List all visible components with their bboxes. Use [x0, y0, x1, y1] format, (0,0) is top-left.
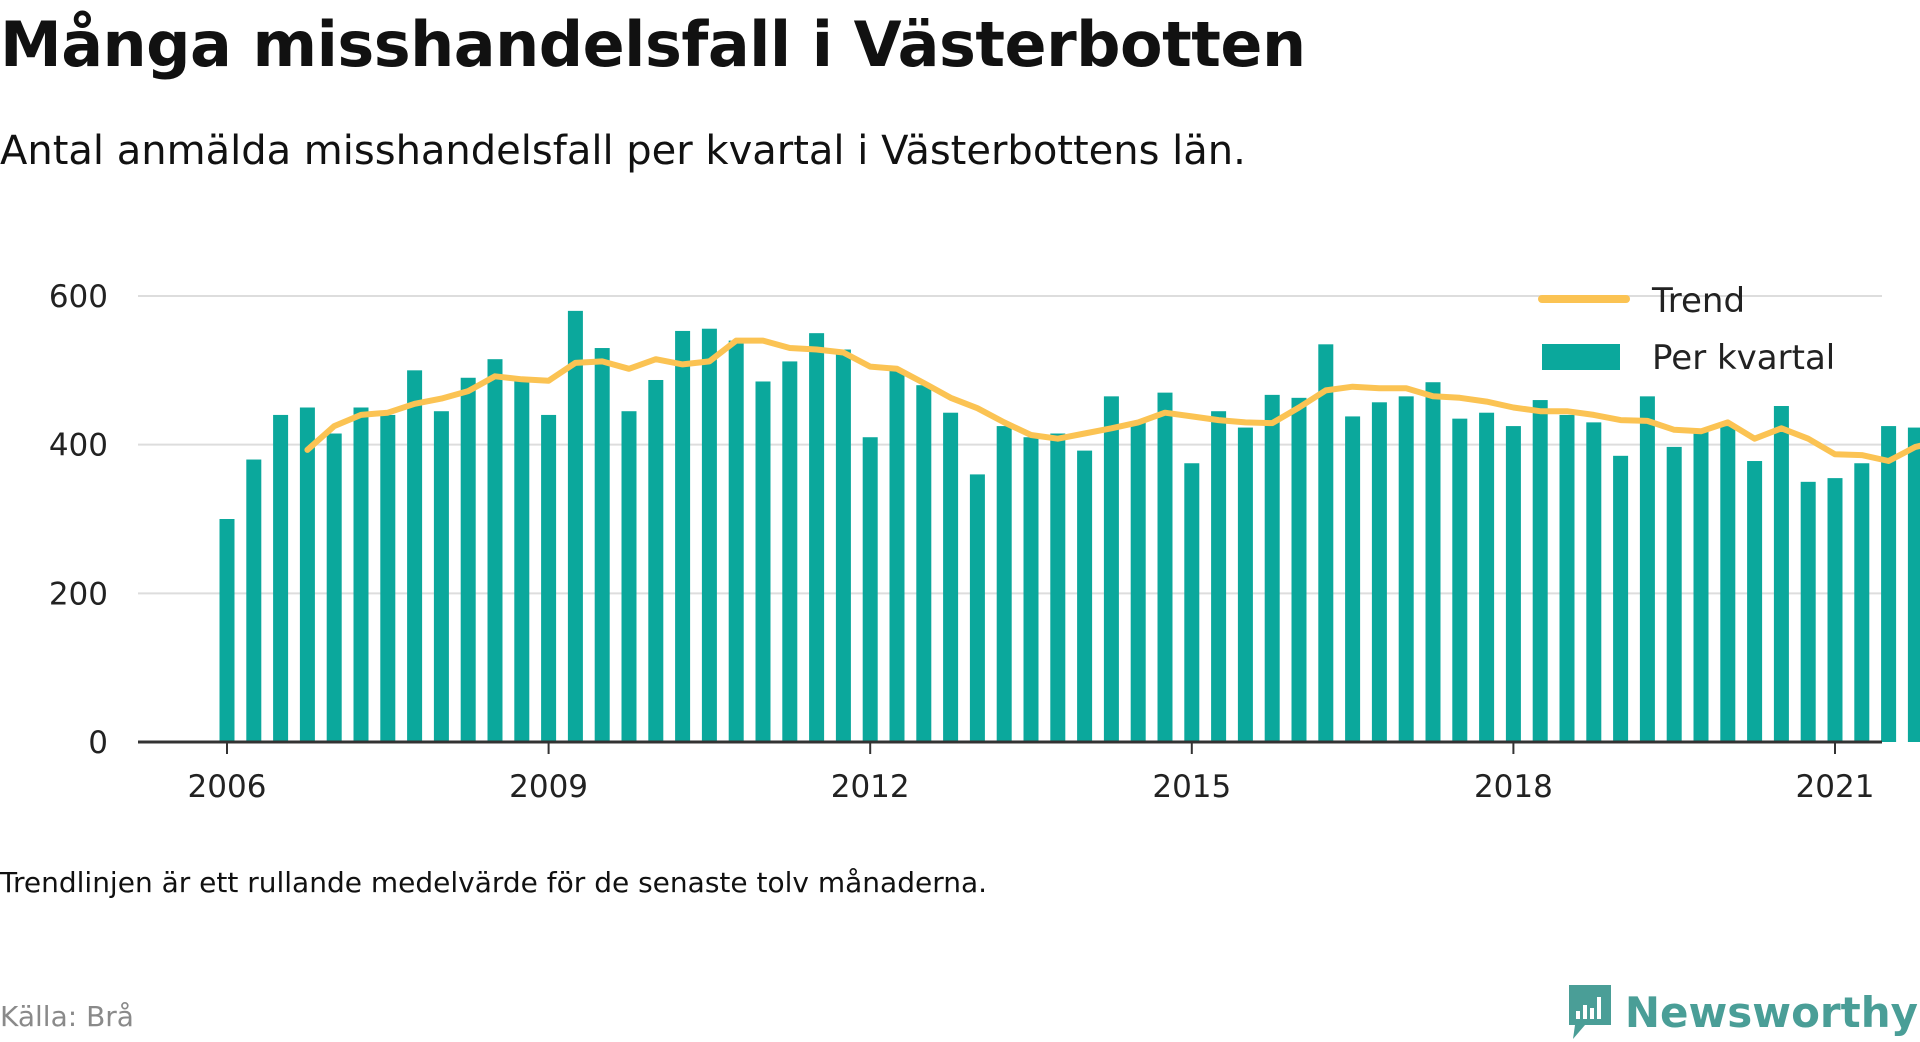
- bar: [1158, 393, 1173, 742]
- bar: [1828, 478, 1843, 742]
- bar: [890, 370, 905, 742]
- legend-label-per-kvartal: Per kvartal: [1652, 338, 1835, 378]
- bar: [1720, 426, 1735, 742]
- x-tick-label: 2021: [1796, 769, 1875, 805]
- bar: [702, 329, 717, 742]
- bar: [916, 385, 931, 742]
- bar: [1050, 434, 1065, 742]
- source-label: Källa: Brå: [0, 1000, 134, 1033]
- x-tick-label: 2012: [831, 769, 910, 805]
- bar: [595, 348, 610, 742]
- legend-swatch-per-kvartal: [1542, 344, 1620, 370]
- bar: [622, 411, 637, 742]
- bar: [836, 350, 851, 742]
- bar: [1292, 398, 1307, 742]
- bar: [327, 434, 342, 742]
- brand-logo[interactable]: Newsworthy: [1565, 982, 1918, 1042]
- bar: [756, 381, 771, 742]
- bar: [1077, 451, 1092, 742]
- bar: [380, 415, 395, 742]
- bar: [809, 333, 824, 742]
- bar: [1452, 419, 1467, 742]
- bar: [300, 408, 315, 743]
- bar: [1881, 426, 1896, 742]
- newsworthy-logo-icon: [1565, 983, 1615, 1041]
- bar: [488, 359, 503, 742]
- bar: [1479, 413, 1494, 742]
- bar: [1533, 400, 1548, 742]
- bar: [1372, 402, 1387, 742]
- bar: [434, 411, 449, 742]
- bar: [970, 474, 985, 742]
- bar: [1104, 396, 1119, 742]
- bar: [246, 460, 261, 742]
- chart-note: Trendlinjen är ett rullande medelvärde f…: [0, 866, 987, 899]
- bar: [1506, 426, 1521, 742]
- bar: [997, 426, 1012, 742]
- bar: [1747, 461, 1762, 742]
- bar: [1399, 396, 1414, 742]
- bar: [1694, 431, 1709, 742]
- legend-label-trend: Trend: [1651, 281, 1745, 321]
- x-tick-label: 2015: [1152, 769, 1231, 805]
- bar: [863, 437, 878, 742]
- x-tick-label: 2009: [509, 769, 588, 805]
- bar: [1024, 437, 1039, 742]
- bar: [1801, 482, 1816, 742]
- bar: [354, 408, 369, 743]
- bar: [1318, 344, 1333, 742]
- bar: [1667, 447, 1682, 742]
- bar: [1265, 395, 1280, 742]
- bar: [675, 331, 690, 742]
- x-tick-label: 2006: [188, 769, 267, 805]
- bar: [1613, 456, 1628, 742]
- brand-name: Newsworthy: [1625, 988, 1918, 1037]
- bar: [568, 311, 583, 742]
- bar: [1184, 463, 1199, 742]
- y-tick-label: 200: [49, 576, 108, 612]
- bar: [407, 370, 422, 742]
- bar: [514, 381, 529, 742]
- bar: [1211, 411, 1226, 742]
- x-axis: 2006200920122015201820212023: [138, 742, 1920, 805]
- bar: [1345, 416, 1360, 742]
- bar: [1586, 422, 1601, 742]
- y-tick-label: 0: [88, 725, 108, 761]
- bar: [1238, 428, 1253, 742]
- bar: [541, 415, 556, 742]
- bar: [943, 413, 958, 742]
- bar: [461, 378, 476, 742]
- y-tick-label: 600: [49, 279, 108, 315]
- bar: [729, 341, 744, 742]
- bar: [1640, 396, 1655, 742]
- bar: [1426, 382, 1441, 742]
- bar: [1854, 463, 1869, 742]
- bar: [782, 361, 797, 742]
- bar: [273, 415, 288, 742]
- x-tick-label: 2018: [1474, 769, 1553, 805]
- y-tick-label: 400: [49, 428, 108, 464]
- bar: [648, 380, 663, 742]
- bar: [1131, 422, 1146, 742]
- bar: [1774, 406, 1789, 742]
- bar: [1560, 415, 1575, 742]
- bar: [220, 519, 235, 742]
- bar: [1908, 428, 1920, 742]
